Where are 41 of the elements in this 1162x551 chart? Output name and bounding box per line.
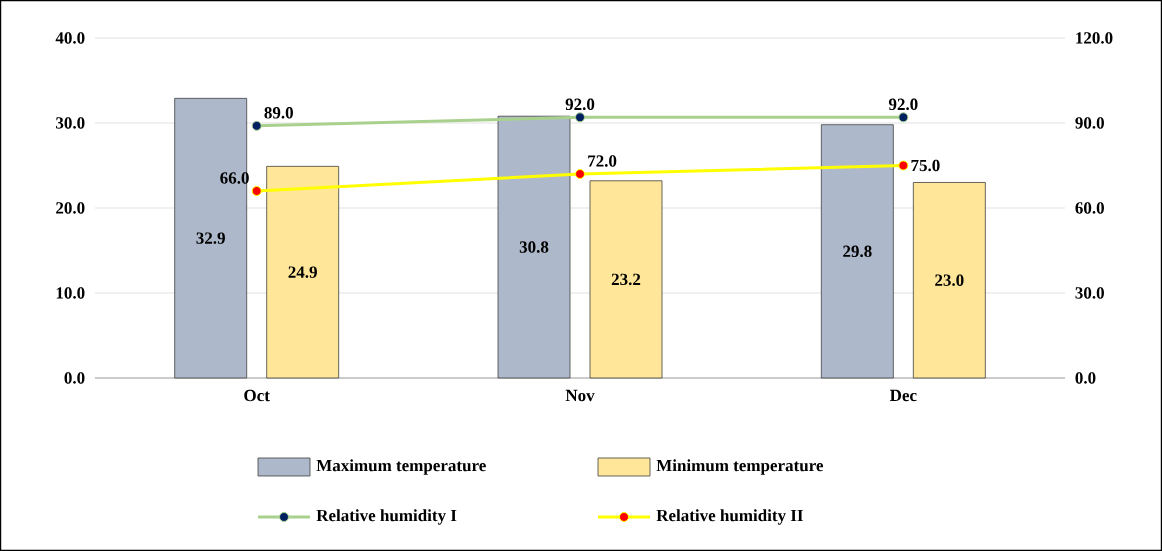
y-tick-label: 30.0 xyxy=(56,117,85,129)
point xyxy=(575,168,586,179)
y2-tick-label: 90.0 xyxy=(1075,117,1104,129)
bar xyxy=(266,165,340,379)
x-tick-label: Oct xyxy=(244,389,270,402)
y2-tick-label: 120.0 xyxy=(1076,32,1113,44)
data-label: 75.0 xyxy=(911,159,940,172)
point xyxy=(898,112,909,123)
y-tick-label: 40.0 xyxy=(55,32,85,44)
legend-label: Minimum temperature xyxy=(656,459,824,475)
point xyxy=(898,160,909,171)
data-label: 89.0 xyxy=(264,107,293,119)
y-tick-label: 20.0 xyxy=(56,202,85,214)
bar xyxy=(589,180,663,379)
data-label: 23.0 xyxy=(935,274,964,287)
point xyxy=(575,112,586,123)
bar xyxy=(497,115,571,379)
data-label: 29.8 xyxy=(843,245,872,258)
x-tick-label: Nov xyxy=(565,389,595,402)
bar xyxy=(174,97,248,379)
data-label: 66.0 xyxy=(220,172,249,184)
point xyxy=(251,120,262,131)
y-tick-label: 10.0 xyxy=(56,287,85,299)
data-label: 30.8 xyxy=(519,241,549,253)
y2-tick-label: 30.0 xyxy=(1075,287,1104,299)
x-tick-label: Dec xyxy=(889,389,917,402)
legend-label: Relative humidity I xyxy=(316,509,457,525)
bar xyxy=(820,124,894,379)
data-label: 92.0 xyxy=(565,98,595,111)
legend-label: Relative humidity II xyxy=(656,509,803,525)
data-label: 24.9 xyxy=(288,266,317,278)
legend-label: Maximum temperature xyxy=(316,459,486,475)
data-label: 32.9 xyxy=(196,232,225,244)
bar xyxy=(912,182,986,379)
y-tick-label: 0.0 xyxy=(64,372,85,384)
data-label: 72.0 xyxy=(588,155,617,167)
point xyxy=(251,185,262,196)
data-label: 23.2 xyxy=(611,273,641,286)
y2-tick-label: 60.0 xyxy=(1075,202,1104,214)
data-label: 92.0 xyxy=(888,98,918,111)
y2-tick-label: 0.0 xyxy=(1075,372,1096,384)
